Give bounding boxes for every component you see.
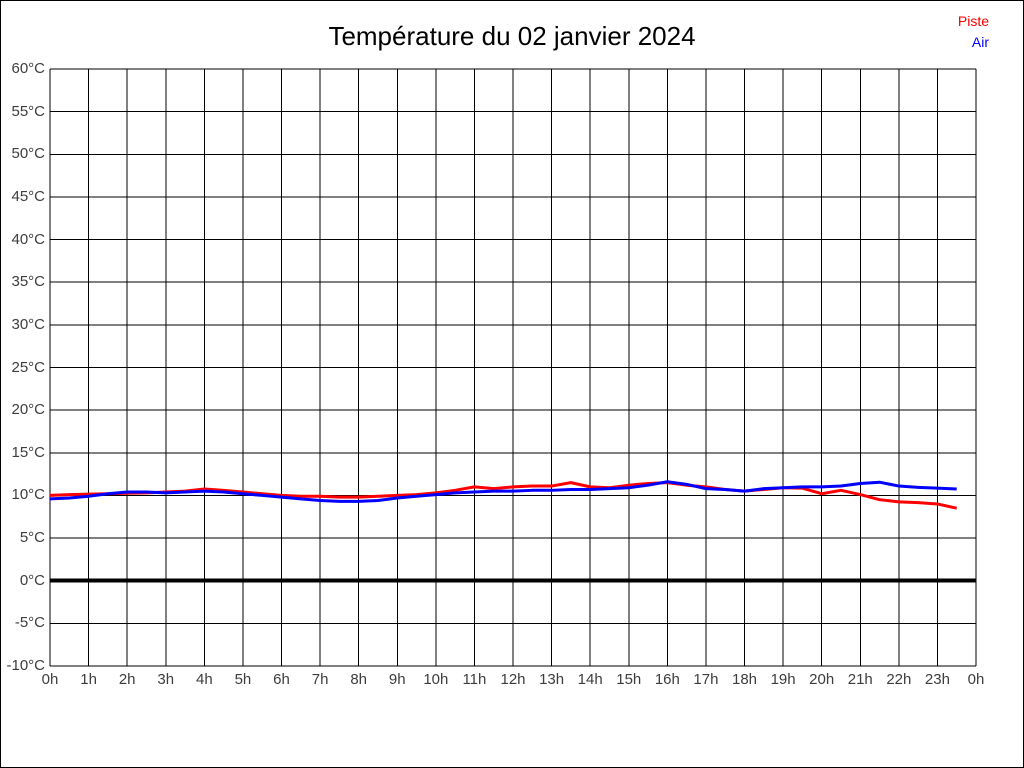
chart-title: Température du 02 janvier 2024 bbox=[328, 21, 696, 51]
x-tick-label: 15h bbox=[616, 671, 642, 688]
x-tick-label: 12h bbox=[500, 671, 526, 688]
y-tick-label: 50°C bbox=[11, 145, 45, 163]
x-tick-label: 2h bbox=[118, 671, 136, 688]
x-tick-label: 11h bbox=[462, 671, 487, 688]
x-tick-label: 23h bbox=[924, 671, 950, 688]
x-tick-label: 13h bbox=[539, 671, 565, 688]
y-tick-label: 15°C bbox=[11, 443, 45, 461]
y-tick-label: 25°C bbox=[11, 358, 45, 376]
x-tick-label: 4h bbox=[195, 671, 213, 688]
x-tick-label: 3h bbox=[157, 671, 175, 688]
y-tick-label: 55°C bbox=[11, 102, 45, 120]
series-line-piste bbox=[49, 481, 958, 510]
y-tick-label: -10°C bbox=[6, 657, 45, 674]
x-tick-label: 1h bbox=[80, 671, 97, 688]
x-tick-label: 0h bbox=[967, 671, 985, 688]
series-line-air bbox=[49, 480, 957, 503]
y-tick-label: 45°C bbox=[11, 187, 45, 205]
y-tick-label: 0°C bbox=[19, 571, 45, 589]
y-tick-label: -5°C bbox=[14, 614, 45, 632]
x-tick-label: 22h bbox=[886, 671, 912, 688]
legend-item-air: Air bbox=[971, 34, 989, 50]
y-tick-label: 20°C bbox=[11, 401, 45, 419]
legend-item-piste: Piste bbox=[957, 13, 989, 29]
x-tick-label: 19h bbox=[770, 671, 796, 688]
x-tick-label: 20h bbox=[809, 671, 835, 688]
x-tick-label: 17h bbox=[693, 671, 719, 688]
x-tick-label: 16h bbox=[654, 671, 680, 688]
y-tick-label: 35°C bbox=[11, 273, 45, 291]
x-tick-label: 6h bbox=[273, 671, 290, 688]
x-tick-label: 18h bbox=[731, 671, 758, 688]
x-tick-label: 0h bbox=[41, 671, 59, 688]
y-tick-label: 5°C bbox=[19, 529, 45, 547]
chart-legend: Piste Air bbox=[958, 11, 989, 53]
x-tick-label: 9h bbox=[388, 671, 406, 688]
y-tick-label: 60°C bbox=[11, 60, 45, 77]
y-tick-label: 10°C bbox=[11, 486, 45, 504]
x-tick-label: 7h bbox=[311, 671, 329, 688]
x-tick-label: 21h bbox=[847, 671, 873, 688]
x-tick-label: 10h bbox=[423, 671, 449, 688]
x-tick-label: 5h bbox=[234, 671, 252, 688]
x-tick-label: 14h bbox=[577, 671, 603, 688]
x-tick-label: 8h bbox=[350, 671, 367, 688]
y-tick-label: 30°C bbox=[11, 315, 45, 333]
y-tick-label: 40°C bbox=[11, 230, 45, 248]
